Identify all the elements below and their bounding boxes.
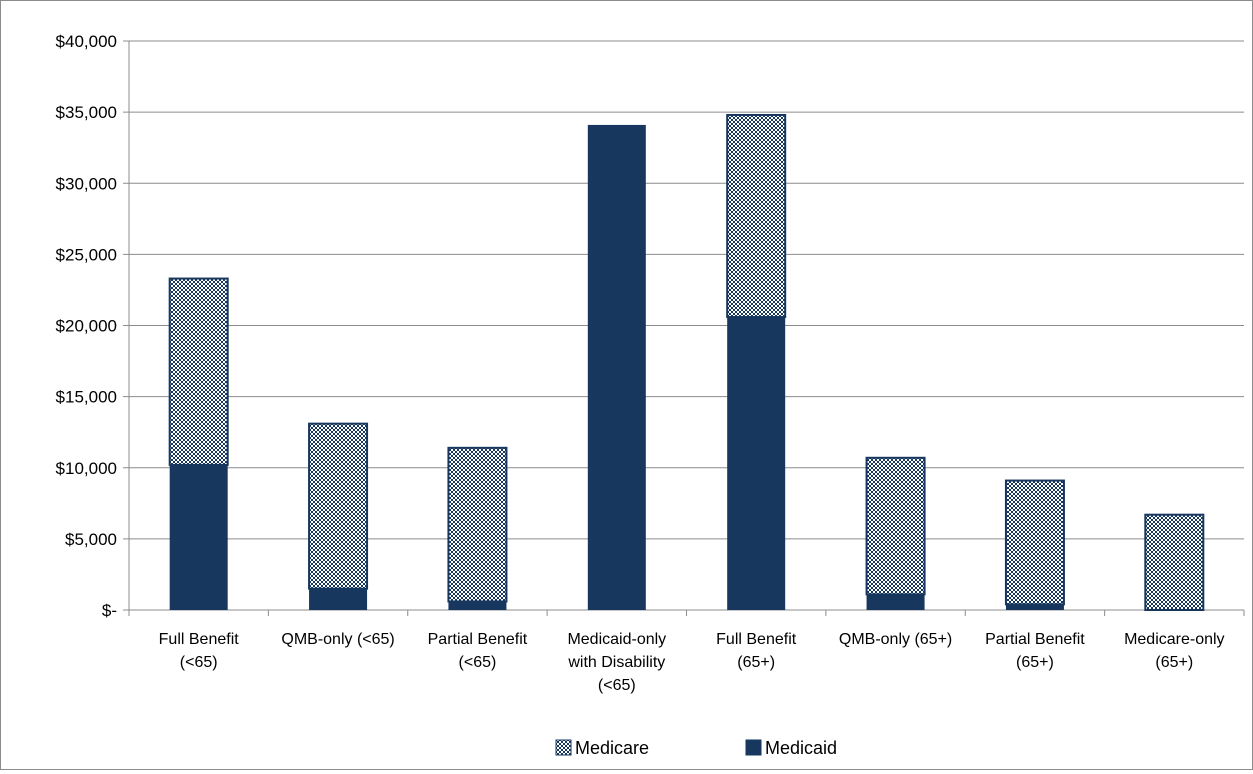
x-tick-label: Full Benefit (65+) — [716, 631, 797, 671]
y-tick-label: $40,000 — [56, 32, 117, 51]
bar-medicare — [308, 422, 369, 590]
bar-medicaid — [309, 588, 368, 610]
y-tick-label: $15,000 — [56, 388, 117, 407]
x-tick-label: Full Benefit (<65) — [159, 631, 240, 671]
bar-medicaid — [727, 316, 786, 610]
bar-medicare — [865, 456, 926, 596]
y-tick-label: $35,000 — [56, 103, 117, 122]
bar-medicare — [1144, 513, 1205, 612]
x-tick-label: QMB-only (<65) — [281, 631, 394, 648]
bar-medicare — [168, 277, 229, 466]
bars — [168, 113, 1205, 612]
bar-medicare — [1004, 479, 1065, 606]
y-tick-label: $25,000 — [56, 245, 117, 264]
legend-swatch-medicaid — [745, 739, 762, 756]
x-tick-label: Partial Benefit (<65) — [428, 631, 528, 671]
x-tick-label: Partial Benefit (65+) — [985, 631, 1085, 671]
x-tick-label: Medicare-only (65+) — [1124, 631, 1224, 671]
bar-medicare — [726, 113, 787, 318]
x-tick-label: Medicaid-only with Disability (<65) — [567, 631, 666, 694]
legend: Medicare Medicaid — [555, 738, 837, 758]
legend-label-medicare: Medicare — [575, 738, 649, 758]
y-tick-label: $30,000 — [56, 174, 117, 193]
x-tick-label: QMB-only (65+) — [839, 631, 952, 648]
y-tick-label: $20,000 — [56, 317, 117, 336]
y-tick-label: $5,000 — [65, 530, 117, 549]
legend-swatch-medicare — [555, 739, 572, 756]
axes — [123, 40, 1245, 616]
gridlines — [129, 40, 1244, 540]
y-tick-label: $10,000 — [56, 459, 117, 478]
bar-medicaid — [448, 601, 507, 610]
bar-medicaid — [587, 124, 646, 611]
tick-labels: $- $5,000 $10,000 $15,000 $20,000 $25,000 $30,… — [56, 32, 1225, 694]
bar-medicaid — [866, 594, 925, 610]
bar-medicare — [447, 446, 508, 603]
bar-medicaid — [1005, 604, 1064, 610]
y-tick-label: $- — [102, 601, 117, 620]
bar-medicaid — [169, 464, 228, 610]
legend-label-medicaid: Medicaid — [765, 738, 837, 758]
